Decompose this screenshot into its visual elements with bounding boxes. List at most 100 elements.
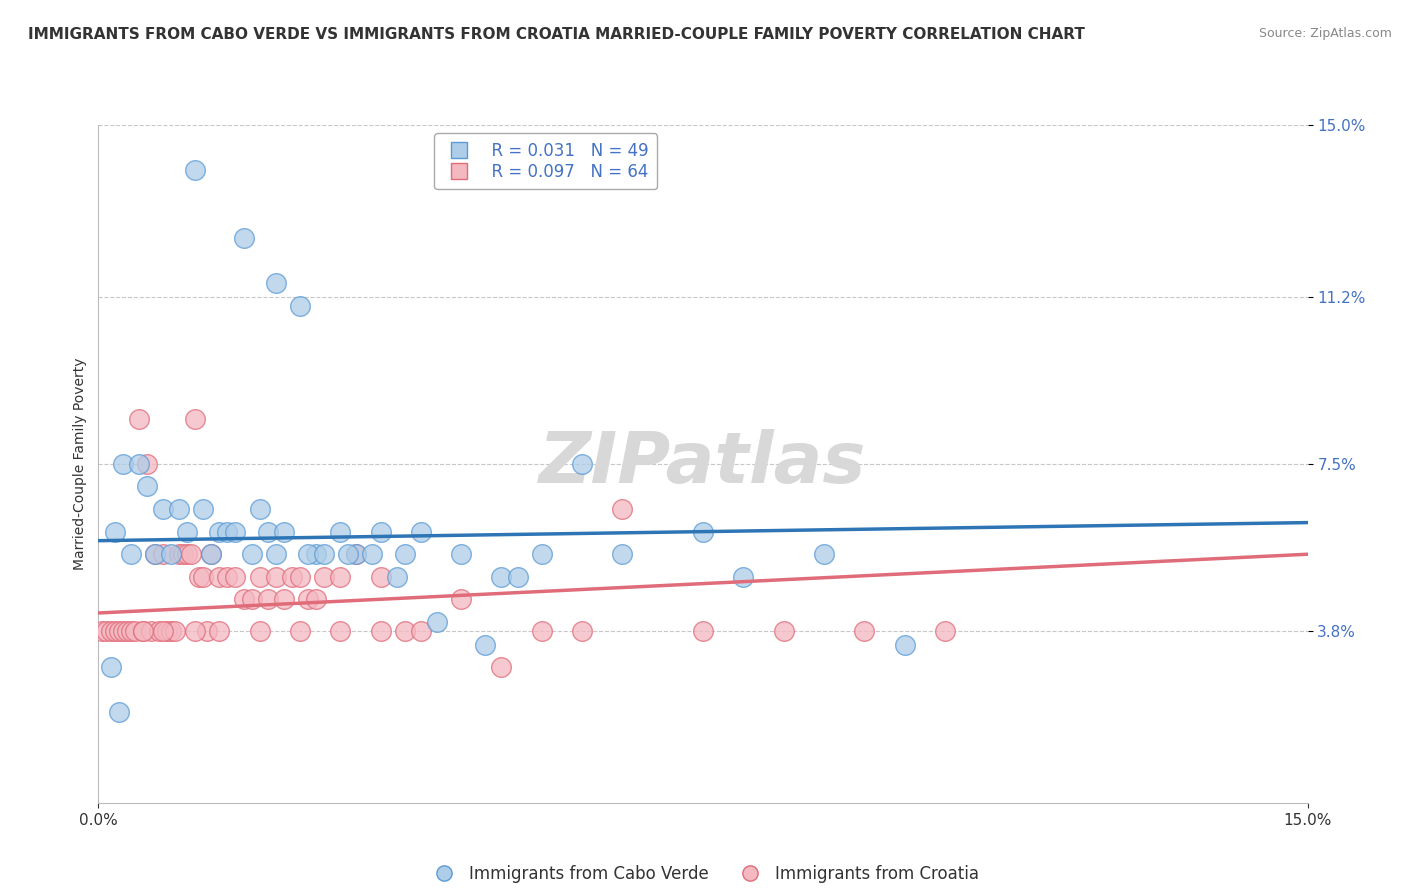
Text: ZIPatlas: ZIPatlas xyxy=(540,429,866,499)
Point xyxy=(394,624,416,638)
Point xyxy=(217,570,239,584)
Point xyxy=(491,570,513,584)
Point xyxy=(124,624,146,638)
Point xyxy=(256,592,278,607)
Point xyxy=(103,624,125,638)
Point xyxy=(152,502,174,516)
Point xyxy=(813,547,835,561)
Point xyxy=(394,547,416,561)
Legend: Immigrants from Cabo Verde, Immigrants from Croatia: Immigrants from Cabo Verde, Immigrants f… xyxy=(420,859,986,890)
Point xyxy=(264,276,287,290)
Point xyxy=(128,411,150,425)
Point xyxy=(160,624,183,638)
Point xyxy=(288,570,311,584)
Point xyxy=(305,547,328,561)
Point xyxy=(288,624,311,638)
Point xyxy=(115,624,138,638)
Point xyxy=(297,547,319,561)
Point xyxy=(143,547,166,561)
Point xyxy=(692,624,714,638)
Point xyxy=(692,524,714,539)
Point xyxy=(273,592,295,607)
Point xyxy=(288,299,311,313)
Point xyxy=(506,570,529,584)
Point xyxy=(409,524,432,539)
Point xyxy=(450,547,472,561)
Point xyxy=(612,547,634,561)
Point xyxy=(200,547,222,561)
Point xyxy=(249,570,271,584)
Point xyxy=(111,624,134,638)
Point xyxy=(232,231,254,245)
Text: IMMIGRANTS FROM CABO VERDE VS IMMIGRANTS FROM CROATIA MARRIED-COUPLE FAMILY POVE: IMMIGRANTS FROM CABO VERDE VS IMMIGRANTS… xyxy=(28,27,1085,42)
Point xyxy=(273,524,295,539)
Point xyxy=(167,547,190,561)
Point xyxy=(264,547,287,561)
Point xyxy=(139,624,162,638)
Point xyxy=(329,570,352,584)
Point xyxy=(152,624,174,638)
Point xyxy=(733,570,755,584)
Point xyxy=(167,502,190,516)
Point xyxy=(180,547,202,561)
Point xyxy=(224,570,246,584)
Point xyxy=(107,624,129,638)
Point xyxy=(240,547,263,561)
Point xyxy=(208,524,231,539)
Point xyxy=(344,547,367,561)
Point xyxy=(772,624,794,638)
Point xyxy=(297,592,319,607)
Point xyxy=(135,479,157,493)
Point xyxy=(120,624,142,638)
Point xyxy=(152,547,174,561)
Point xyxy=(132,624,155,638)
Point xyxy=(111,457,134,471)
Point xyxy=(530,624,553,638)
Point xyxy=(224,524,246,539)
Point xyxy=(571,624,593,638)
Point xyxy=(314,570,336,584)
Point xyxy=(100,660,122,674)
Point xyxy=(893,638,915,652)
Point xyxy=(491,660,513,674)
Point xyxy=(314,547,336,561)
Point xyxy=(184,163,207,178)
Point xyxy=(249,502,271,516)
Point xyxy=(853,624,876,638)
Point xyxy=(160,547,183,561)
Point xyxy=(184,624,207,638)
Point xyxy=(450,592,472,607)
Point xyxy=(329,524,352,539)
Point xyxy=(172,547,194,561)
Point xyxy=(264,570,287,584)
Point xyxy=(370,624,392,638)
Point xyxy=(120,547,142,561)
Point xyxy=(474,638,496,652)
Point xyxy=(156,624,179,638)
Point xyxy=(370,570,392,584)
Point xyxy=(184,411,207,425)
Point xyxy=(132,624,155,638)
Point xyxy=(208,570,231,584)
Point xyxy=(934,624,956,638)
Point xyxy=(176,547,198,561)
Text: Source: ZipAtlas.com: Source: ZipAtlas.com xyxy=(1258,27,1392,40)
Point xyxy=(188,570,211,584)
Point xyxy=(530,547,553,561)
Point xyxy=(337,547,360,561)
Point xyxy=(232,592,254,607)
Point xyxy=(240,592,263,607)
Point xyxy=(91,624,114,638)
Point xyxy=(426,615,449,629)
Point xyxy=(571,457,593,471)
Point xyxy=(128,457,150,471)
Point xyxy=(135,457,157,471)
Point xyxy=(96,624,118,638)
Point xyxy=(385,570,408,584)
Point xyxy=(103,524,125,539)
Point xyxy=(200,547,222,561)
Point xyxy=(143,547,166,561)
Point xyxy=(281,570,304,584)
Point xyxy=(612,502,634,516)
Point xyxy=(193,502,215,516)
